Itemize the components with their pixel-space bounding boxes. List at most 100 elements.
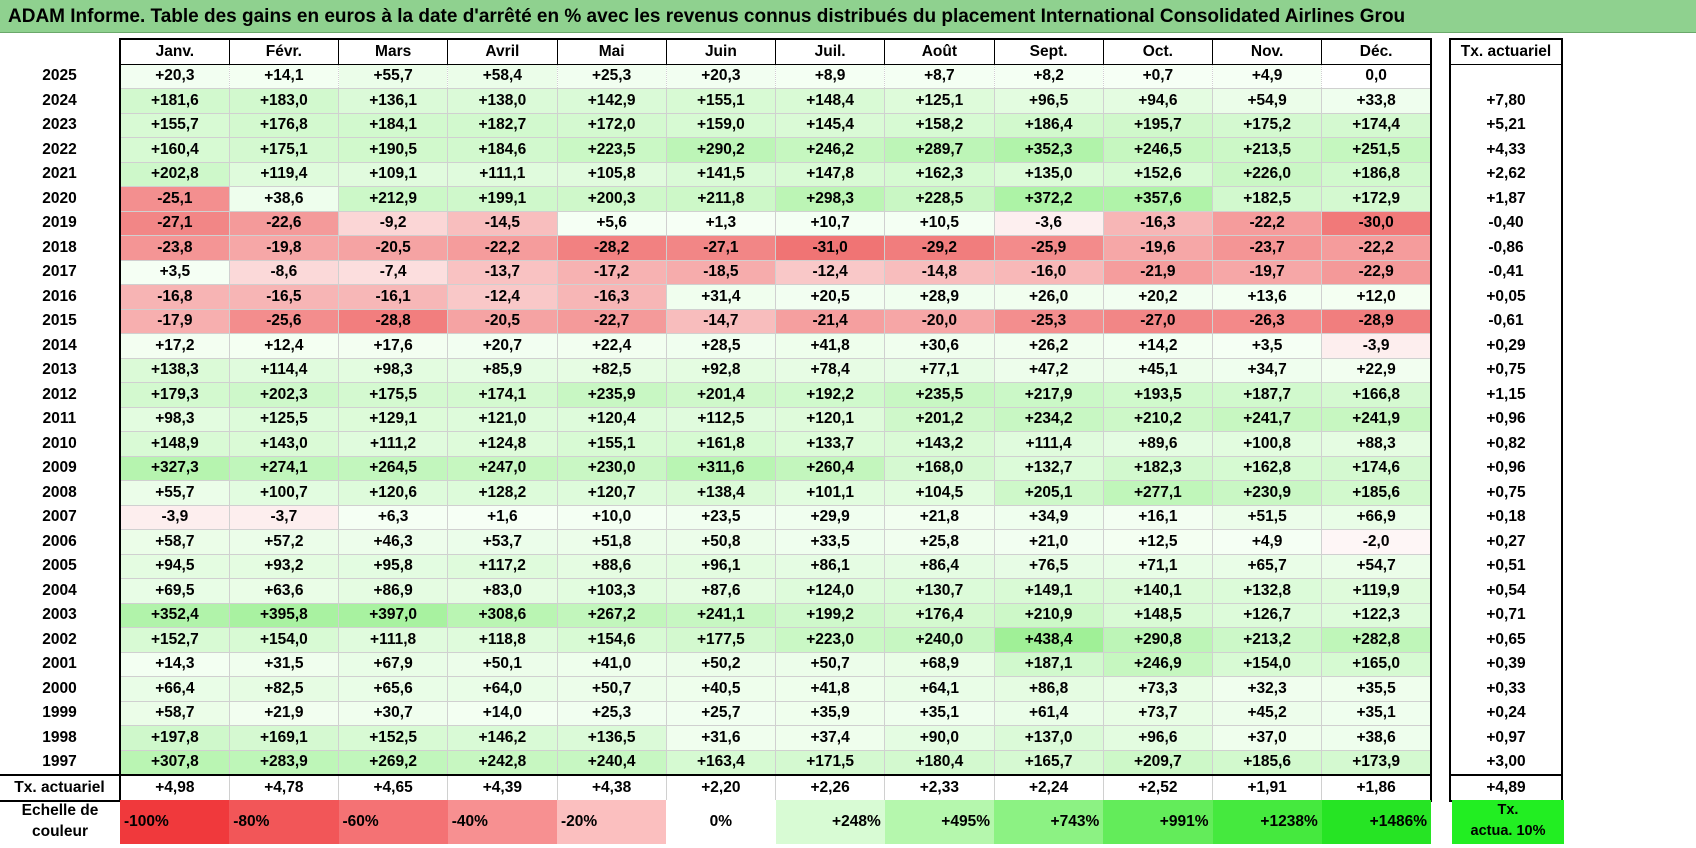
gain-cell: -27,1 [665,235,777,261]
gain-cell: +174,1 [447,382,558,408]
gain-cell: +290,8 [1102,627,1214,653]
gap-cell [1431,39,1450,64]
gain-cell: -23,7 [1211,235,1323,261]
gain-cell: +10,5 [884,210,995,236]
gain-cell: +240,4 [556,749,667,776]
gain-cell: -30,0 [1321,210,1433,236]
gain-cell: -23,8 [118,235,230,261]
gain-cell: +105,8 [556,161,667,187]
gain-cell: +23,5 [665,504,777,530]
year-label: 2017 [42,263,77,281]
gain-cell: +29,9 [774,504,886,530]
gain-cell: +120,4 [556,406,667,432]
gain-cell: +58,7 [118,529,230,555]
gain-cell: -31,0 [774,235,886,261]
gain-cell: +184,1 [337,112,449,138]
table-row: 2008 +55,7 +100,7 +120,6 +128,2 +120,7 +138,4 +… [0,480,1563,506]
gain-cell: -3,7 [228,504,340,530]
year-label: 2020 [42,189,77,207]
table-row: 2021 +202,8 +119,4 +109,1 +111,1 +105,8 +141,5… [0,161,1563,187]
gain-cell: +20,3 [665,63,777,89]
gain-cell: +395,8 [228,602,340,628]
gain-cell: +30,7 [337,700,449,726]
gain-cell: -21,9 [1102,259,1214,285]
gain-cell: +51,8 [556,529,667,555]
gain-cell: +1,6 [447,504,558,530]
gain-cell: +38,6 [1321,725,1433,751]
gain-cell: +96,6 [1102,725,1214,751]
gain-cell: +241,9 [1321,406,1433,432]
gain-cell: +269,2 [337,749,449,776]
gain-cell: +228,5 [884,186,995,212]
gap-cell [1431,456,1450,481]
gain-cell: +283,9 [228,749,340,776]
gain-cell: +4,9 [1211,529,1323,555]
gain-cell: +28,9 [884,284,995,310]
gain-cell: +22,4 [556,333,667,359]
year-label: 2006 [42,532,77,550]
gain-cell: -16,3 [1102,210,1214,236]
gain-cell: +34,9 [993,504,1104,530]
gain-cell: -22,9 [1321,259,1433,285]
gain-cell: +289,7 [884,137,995,163]
gain-cell: +175,5 [337,382,449,408]
table-row: 1997 +307,8 +283,9 +269,2 +242,8 +240,4 +163,4… [0,749,1563,776]
gain-cell: +182,3 [1102,455,1214,481]
year-label: 2025 [42,67,77,85]
gain-cell: +85,9 [447,357,558,383]
gain-cell: -2,0 [1321,529,1433,555]
gain-cell: +290,2 [665,137,777,163]
year-label: 2005 [42,557,77,575]
gain-cell: +197,8 [118,725,230,751]
summary-cell: +2,24 [993,774,1104,802]
gain-cell: +148,9 [118,431,230,457]
table-row: 2017 +3,5 -8,6 -7,4 -13,7 -17,2 -18,5 -12,4 -14,… [0,259,1563,285]
gain-cell: +147,8 [774,161,886,187]
gain-cell: -22,2 [1321,235,1433,261]
gain-cell: +154,0 [228,627,340,653]
gap-cell [1431,407,1450,432]
table-row: 2018 -23,8 -19,8 -20,5 -22,2 -28,2 -27,1 -31,0-… [0,235,1563,261]
gain-cell: +176,4 [884,602,995,628]
gain-cell: +166,8 [1321,382,1433,408]
gain-cell: +86,9 [337,578,449,604]
gain-cell: +45,2 [1211,700,1323,726]
gain-cell: -16,1 [337,284,449,310]
summary-cell: +4,98 [118,774,230,802]
gain-cell: +98,3 [337,357,449,383]
gain-cell: +35,9 [774,700,886,726]
gain-cell: +20,3 [118,63,230,89]
gain-cell: +143,2 [884,431,995,457]
gain-cell: -14,7 [665,308,777,334]
gain-cell: +155,7 [118,112,230,138]
gain-cell: +96,1 [665,553,777,579]
gain-cell: +88,3 [1321,431,1433,457]
table-row: 2006 +58,7 +57,2 +46,3 +53,7 +51,8 +50,8 +33,5 +… [0,529,1563,555]
tx-actuariel-cell: +0,39 [1449,652,1563,677]
month-header: Avril [447,38,558,65]
month-header: Sept. [993,38,1104,65]
tx-actuariel-cell: -0,41 [1449,260,1563,285]
gain-cell: +35,1 [884,700,995,726]
gain-cell: +217,9 [993,382,1104,408]
gain-cell: +311,6 [665,455,777,481]
gain-cell: +25,8 [884,529,995,555]
gain-cell: +82,5 [228,676,340,702]
gain-cell: +120,6 [337,480,449,506]
gain-cell: +135,0 [993,161,1104,187]
gain-cell: +21,9 [228,700,340,726]
gain-cell: +142,9 [556,88,667,114]
tx-actuariel-cell: -0,40 [1449,211,1563,236]
gain-cell: +25,7 [665,700,777,726]
year-label: 2015 [42,312,77,330]
gain-cell: +186,8 [1321,161,1433,187]
summary-tx-cell: +4,89 [1449,774,1563,802]
gain-cell: +117,2 [447,553,558,579]
gain-cell: +82,5 [556,357,667,383]
gain-cell: +67,9 [337,651,449,677]
month-header: Oct. [1102,38,1214,65]
gain-cell: +183,0 [228,88,340,114]
gain-cell: +111,2 [337,431,449,457]
summary-cell: +1,86 [1321,774,1433,802]
gain-cell: +17,2 [118,333,230,359]
